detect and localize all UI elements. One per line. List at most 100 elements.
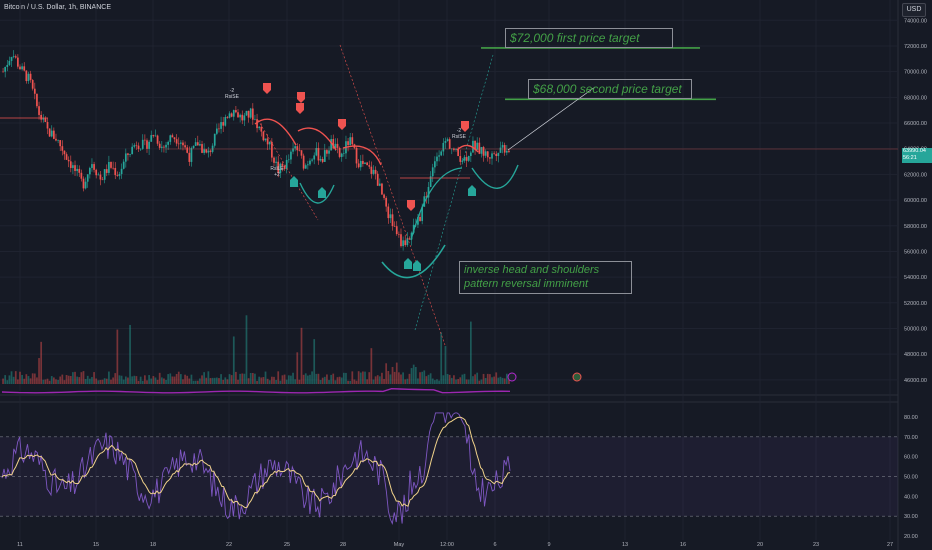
price-tick-label: 58000.00 <box>904 224 927 230</box>
candle-body <box>139 148 142 150</box>
candle-body <box>203 149 205 153</box>
red-arc <box>297 127 337 151</box>
volume-bar <box>469 321 472 384</box>
pattern-line-2: pattern reversal imminent <box>464 278 589 290</box>
volume-bar <box>144 375 146 384</box>
volume-bar <box>381 372 383 384</box>
candle-body <box>82 178 85 189</box>
first-target-label[interactable]: $72,000 first price target <box>505 28 673 48</box>
volume-bar <box>137 380 140 384</box>
volume-bar <box>163 378 165 384</box>
candle-body <box>239 114 241 118</box>
candle-body <box>376 173 379 186</box>
volume-bar <box>148 375 150 384</box>
volume-bar <box>82 371 85 384</box>
volume-bar <box>245 315 248 384</box>
candle-body <box>275 161 277 163</box>
candle-body <box>484 151 487 156</box>
volume-bar <box>425 376 428 384</box>
time-tick-label: 16 <box>680 542 686 548</box>
volume-bar <box>177 371 180 384</box>
volume-bar <box>277 371 280 384</box>
volume-bar <box>27 376 30 384</box>
candle-body <box>260 126 263 132</box>
volume-bar <box>349 380 352 384</box>
volume-bar <box>417 378 419 384</box>
candle-body <box>266 138 269 145</box>
candle-body <box>97 174 100 176</box>
candle-body <box>101 179 104 181</box>
volume-bar <box>251 372 254 384</box>
candle-body <box>57 140 59 141</box>
volume-bar <box>220 374 222 384</box>
candle-body <box>285 160 288 169</box>
candle-body <box>33 88 36 94</box>
candle-body <box>228 113 231 118</box>
candle-body <box>417 217 419 225</box>
candle-body <box>186 147 189 153</box>
sell-signal-marker-shape <box>263 83 271 94</box>
candle-body <box>501 145 504 148</box>
target-pointer-line <box>507 86 596 151</box>
volume-bar <box>404 379 407 384</box>
currency-button[interactable]: USD <box>902 3 926 17</box>
symbol-title: Bitcoin / U.S. Dollar, 1h, BINANCE <box>4 4 111 11</box>
candle-body <box>160 146 163 148</box>
volume-bar <box>359 372 362 384</box>
candle-body <box>76 168 78 171</box>
price-axis[interactable]: 74000.00 72000.00 70000.00 68000.00 66000.00… <box>904 18 927 540</box>
volume-bar <box>112 377 114 384</box>
candle-body <box>86 174 89 182</box>
candle-body <box>218 128 220 130</box>
volume-bar <box>209 378 212 384</box>
candle-body <box>192 145 195 149</box>
volume-bar <box>97 380 100 384</box>
candle-body <box>311 159 313 161</box>
candle-body <box>434 161 436 168</box>
candle-body <box>127 153 129 155</box>
candle-body <box>93 164 95 170</box>
price-tick-label: 62000.00 <box>904 172 927 178</box>
candle-body <box>42 117 45 120</box>
candle-body <box>72 165 74 168</box>
volume-bar <box>249 373 252 384</box>
volume-bar <box>122 379 125 384</box>
rsi-pane <box>1 412 511 525</box>
volume-bar <box>383 378 385 384</box>
candle-body <box>480 147 483 154</box>
candle-body <box>467 155 470 161</box>
volume-bar <box>372 379 375 384</box>
second-target-label[interactable]: $68,000 second price target <box>528 79 692 99</box>
candle-body <box>279 163 282 174</box>
red-arc <box>342 145 382 166</box>
volume-bar <box>389 374 392 384</box>
volume-bar <box>4 375 7 384</box>
candle-body <box>385 197 388 207</box>
candle-body <box>163 146 165 148</box>
volume-bar <box>8 375 11 384</box>
candle-body <box>387 206 390 219</box>
candle-body <box>237 112 239 118</box>
volume-bar <box>91 377 93 384</box>
pattern-label[interactable]: inverse head and shoulders pattern rever… <box>459 261 632 294</box>
candle-body <box>105 169 108 173</box>
volume-bar <box>423 370 426 384</box>
rsi-se2-signal: -2 RsiSE <box>449 128 469 140</box>
red-arc <box>254 118 297 146</box>
time-axis[interactable]: 11 15 18 22 25 28 May 12:00 6 9 13 16 20 23 27 <box>17 542 893 548</box>
candle-body <box>23 66 26 71</box>
time-tick-label: 22 <box>226 542 232 548</box>
candle-body <box>370 166 373 174</box>
volume-bar <box>224 377 227 384</box>
volume-bar <box>44 379 47 384</box>
buy-signal-marker <box>404 258 412 269</box>
candle-body <box>383 194 385 198</box>
volume-bar <box>146 380 148 384</box>
volume-bar <box>294 379 297 384</box>
candle-body <box>150 135 153 142</box>
volume-bar <box>222 379 225 384</box>
volume-bar <box>61 374 64 384</box>
candle-body <box>393 226 396 227</box>
candle-body <box>355 147 358 164</box>
